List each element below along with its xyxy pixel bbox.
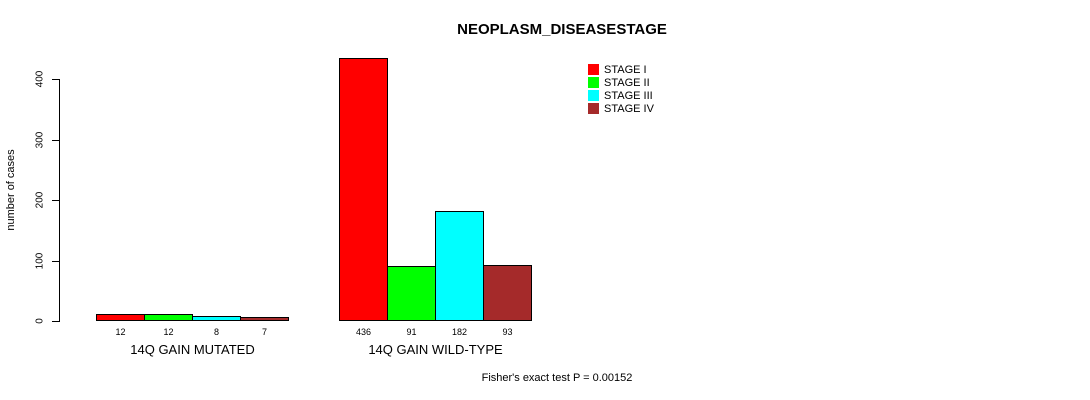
legend-item: STAGE II <box>588 76 654 89</box>
legend-label: STAGE III <box>604 89 653 102</box>
bar-stage-i <box>339 58 388 321</box>
legend-item: STAGE I <box>588 63 654 76</box>
legend-swatch-stage-i <box>588 64 599 75</box>
y-axis-label: number of cases <box>5 149 17 231</box>
bar-stage-iv <box>240 317 289 321</box>
category-label: 14Q GAIN MUTATED <box>130 342 255 357</box>
y-tick-label: 0 <box>34 318 46 324</box>
bar-stage-iii <box>435 211 484 321</box>
bar-value-label: 12 <box>163 327 174 337</box>
category-label: 14Q GAIN WILD-TYPE <box>368 342 503 357</box>
y-tick-label: 100 <box>34 252 46 270</box>
legend-item: STAGE IV <box>588 102 654 115</box>
bar-value-label: 91 <box>406 327 417 337</box>
y-tick <box>52 200 59 201</box>
legend-swatch-stage-iv <box>588 103 599 114</box>
y-tick-label: 300 <box>34 131 46 149</box>
legend-label: STAGE IV <box>604 102 654 115</box>
legend: STAGE I STAGE II STAGE III STAGE IV <box>588 63 654 115</box>
bar-value-label: 182 <box>451 327 468 337</box>
chart-title: NEOPLASM_DISEASESTAGE <box>457 21 667 38</box>
bar-value-label: 12 <box>115 327 126 337</box>
legend-item: STAGE III <box>588 89 654 102</box>
y-tick-label: 200 <box>34 191 46 209</box>
stat-annotation: Fisher's exact test P = 0.00152 <box>481 372 633 384</box>
bar-stage-i <box>96 314 145 321</box>
y-tick-label: 400 <box>34 70 46 88</box>
legend-swatch-stage-ii <box>588 77 599 88</box>
legend-label: STAGE II <box>604 76 650 89</box>
bar-stage-iii <box>192 316 241 321</box>
y-axis-line <box>59 79 60 322</box>
legend-swatch-stage-iii <box>588 90 599 101</box>
y-tick <box>52 79 59 80</box>
bar-value-label: 93 <box>502 327 513 337</box>
bar-stage-ii <box>144 314 193 321</box>
bar-stage-iv <box>483 265 532 321</box>
bar-value-label: 7 <box>261 327 268 337</box>
bar-value-label: 8 <box>213 327 220 337</box>
y-tick <box>52 140 59 141</box>
y-tick <box>52 261 59 262</box>
bar-stage-ii <box>387 266 436 321</box>
y-tick <box>52 321 59 322</box>
legend-label: STAGE I <box>604 63 647 76</box>
bar-value-label: 436 <box>355 327 372 337</box>
